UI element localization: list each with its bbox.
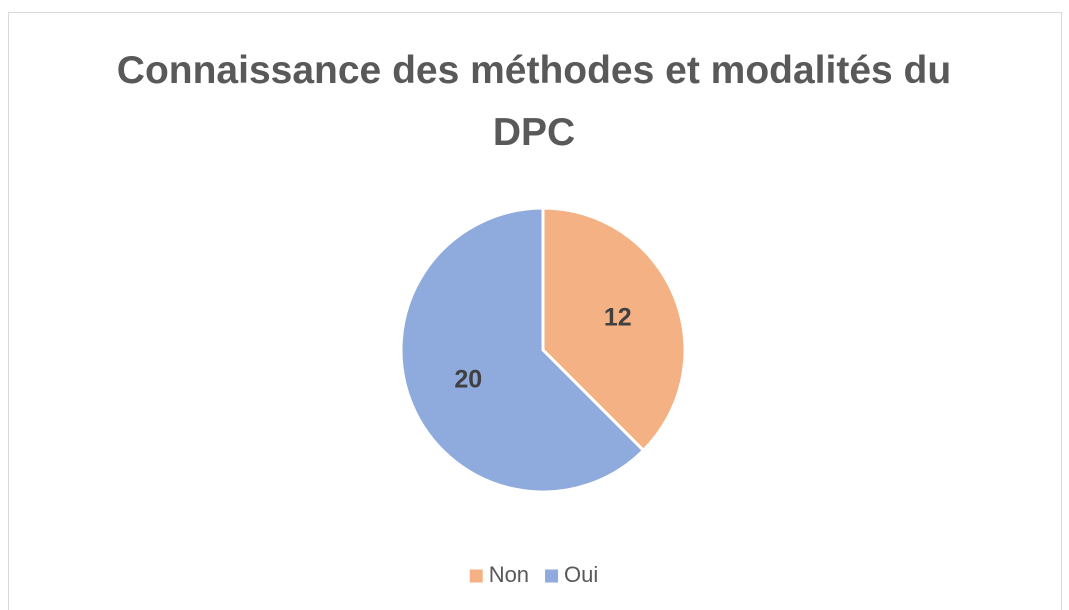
legend-swatch xyxy=(469,569,483,583)
chart-title: Connaissance des méthodes et modalités d… xyxy=(116,49,952,154)
legend-swatch xyxy=(545,569,559,583)
pie-slice xyxy=(399,206,646,494)
pie-slice xyxy=(541,206,687,453)
data-label: 12 xyxy=(604,304,632,332)
data-label: 20 xyxy=(454,366,482,394)
legend-label: Non xyxy=(489,562,529,587)
legend-label: Oui xyxy=(564,562,598,587)
chart-border xyxy=(8,12,1062,610)
